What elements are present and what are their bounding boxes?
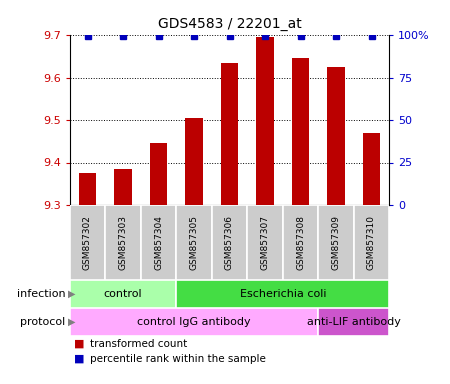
Bar [256,37,274,205]
Text: GSM857305: GSM857305 [189,215,198,270]
Bar [79,173,96,205]
Bar [318,205,354,280]
Text: GSM857306: GSM857306 [225,215,234,270]
Text: ■: ■ [74,339,85,349]
Bar [185,118,203,205]
Bar [105,205,141,280]
Text: infection: infection [17,289,65,299]
Bar [363,133,380,205]
Bar [247,205,283,280]
Text: GSM857307: GSM857307 [261,215,270,270]
Text: GSM857303: GSM857303 [118,215,127,270]
Bar [318,308,389,336]
Text: control IgG antibody: control IgG antibody [137,317,251,327]
Text: transformed count: transformed count [90,339,187,349]
Text: GSM857302: GSM857302 [83,215,92,270]
Bar [70,280,176,308]
Title: GDS4583 / 22201_at: GDS4583 / 22201_at [158,17,302,31]
Bar [70,205,105,280]
Bar [212,205,247,280]
Bar [176,205,212,280]
Bar [292,58,310,205]
Text: GSM857310: GSM857310 [367,215,376,270]
Text: Escherichia coli: Escherichia coli [239,289,326,299]
Bar [327,67,345,205]
Bar [70,308,318,336]
Text: anti-LIF antibody: anti-LIF antibody [307,317,400,327]
Text: protocol: protocol [20,317,65,327]
Bar [220,63,238,205]
Bar [114,169,132,205]
Text: GSM857308: GSM857308 [296,215,305,270]
Bar [141,205,176,280]
Bar [283,205,318,280]
Bar [149,143,167,205]
Text: percentile rank within the sample: percentile rank within the sample [90,354,266,364]
Bar [176,280,389,308]
Text: control: control [104,289,142,299]
Text: GSM857304: GSM857304 [154,215,163,270]
Text: ▶: ▶ [68,289,75,299]
Text: GSM857309: GSM857309 [332,215,341,270]
Text: ▶: ▶ [68,317,75,327]
Bar [354,205,389,280]
Text: ■: ■ [74,354,85,364]
